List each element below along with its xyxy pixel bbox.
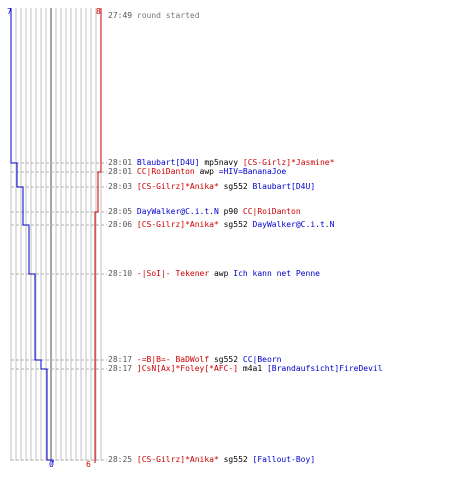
event-row: 28:03 [CS-Gilrz]*Anika* sg552 Blaubart[D… (108, 182, 315, 192)
event-player: =HIV=BananaJoe (218, 167, 287, 176)
event-player: DayWalker@C.i.t.N (136, 207, 219, 216)
event-time: 28:06 (108, 220, 137, 229)
event-player: [Brandaufsicht]FireDevil (266, 364, 383, 373)
event-row: 28:17 -=B|B=- BaDWolf sg552 CC|Beorn (108, 355, 281, 365)
event-player: Ich kann net Penne (233, 269, 320, 278)
event-time: 28:01 (108, 158, 137, 167)
event-player: [CS-Gilrz]*Anika* (136, 455, 219, 464)
event-row: 28:01 Blaubart[D4U] mp5navy [CS-Girlz]*J… (108, 158, 334, 168)
event-message: round started (136, 11, 200, 20)
event-player: ]CsN[Ax]*Foley[*AFC-] (136, 364, 239, 373)
event-player: Blaubart[D4U] (252, 182, 316, 191)
event-weapon: awp (209, 269, 234, 278)
event-time: 28:25 (108, 455, 137, 464)
event-weapon: awp (194, 167, 219, 176)
event-time: 28:05 (108, 207, 137, 216)
timeline-chart (10, 8, 107, 463)
event-weapon: mp5navy (199, 158, 243, 167)
event-row: 27:49 round started (108, 11, 200, 21)
red-team-line (94, 8, 102, 463)
event-player: Blaubart[D4U] (136, 158, 200, 167)
event-player: CC|RoiDanton (136, 167, 195, 176)
event-player: [CS-Girlz]*Jasmine* (242, 158, 335, 167)
event-player: -|SoI|- Tekener (136, 269, 210, 278)
event-weapon: sg552 (218, 220, 253, 229)
event-time: 28:01 (108, 167, 137, 176)
event-player: [CS-Gilrz]*Anika* (136, 220, 219, 229)
red-start-count: 8 (96, 7, 101, 16)
blue-start-count: 7 (7, 7, 12, 16)
event-row: 28:01 CC|RoiDanton awp =HIV=BananaJoe (108, 167, 286, 177)
event-player: DayWalker@C.i.t.N (252, 220, 335, 229)
event-player: [Fallout-Boy] (252, 455, 316, 464)
event-row: 28:10 -|SoI|- Tekener awp Ich kann net P… (108, 269, 320, 279)
blue-end-count: 0 (49, 460, 54, 469)
timeline-grid (10, 8, 102, 461)
event-weapon: m4a1 (238, 364, 267, 373)
event-row: 28:06 [CS-Gilrz]*Anika* sg552 DayWalker@… (108, 220, 334, 230)
red-end-count: 6 (86, 460, 91, 469)
event-time: 28:17 (108, 364, 137, 373)
event-player: CC|RoiDanton (242, 207, 301, 216)
event-weapon: p90 (218, 207, 243, 216)
event-time: 28:10 (108, 269, 137, 278)
event-player: CC|Beorn (242, 355, 282, 364)
event-weapon: sg552 (209, 355, 243, 364)
event-player: -=B|B=- BaDWolf (136, 355, 210, 364)
event-time: 28:03 (108, 182, 137, 191)
event-row: 28:05 DayWalker@C.i.t.N p90 CC|RoiDanton (108, 207, 301, 217)
event-row: 28:17 ]CsN[Ax]*Foley[*AFC-] m4a1 [Branda… (108, 364, 383, 374)
event-row: 28:25 [CS-Gilrz]*Anika* sg552 [Fallout-B… (108, 455, 315, 465)
event-player: [CS-Gilrz]*Anika* (136, 182, 219, 191)
event-weapon: sg552 (218, 182, 253, 191)
event-time: 27:49 (108, 11, 137, 20)
blue-team-line (10, 8, 54, 463)
event-weapon: sg552 (218, 455, 253, 464)
event-time: 28:17 (108, 355, 137, 364)
